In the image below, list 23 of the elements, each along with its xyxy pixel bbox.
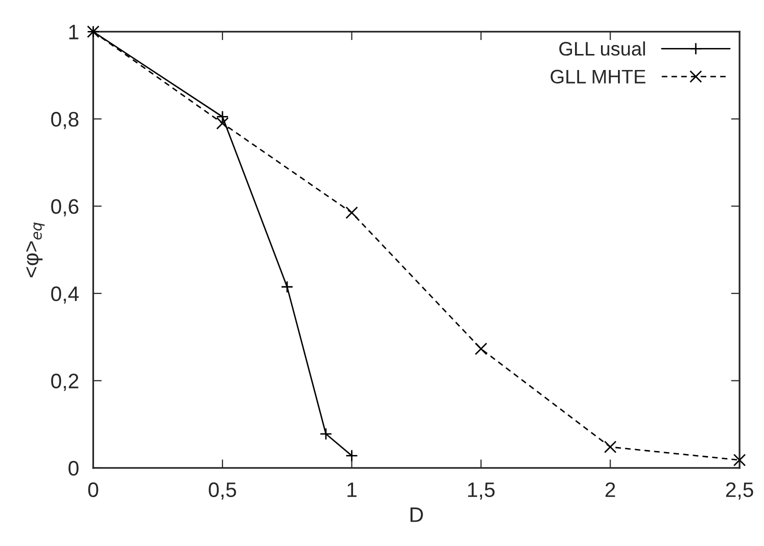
x-tick-label: 0	[88, 482, 98, 498]
x-tick-label: 2	[606, 482, 616, 497]
legend-label: GLL usual	[559, 41, 645, 56]
point	[320, 428, 332, 440]
point	[345, 206, 358, 219]
y-tick-label: 0,2	[51, 374, 78, 391]
y-tick-label: 0,8	[51, 112, 78, 130]
y-tick-label: 0,4	[51, 286, 79, 304]
x-tick-label: 2,5	[726, 482, 754, 500]
x-tick-label: 1	[348, 482, 357, 497]
y-tick-label: 1	[69, 24, 78, 40]
y-tick-label: 0,6	[51, 199, 78, 216]
point	[216, 117, 229, 130]
y-tick-label: 0	[68, 460, 79, 476]
point	[604, 440, 617, 454]
x-tick-label: 1,5	[468, 482, 495, 500]
legend-label: GLL MHTE	[550, 70, 646, 84]
point	[216, 110, 229, 123]
x-axis-title: D	[410, 508, 423, 522]
point	[474, 342, 488, 356]
y-axis-title: <φ>$_{eq}$	[26, 222, 45, 278]
x-tick-label: 0,5	[208, 482, 236, 500]
point	[280, 280, 294, 294]
